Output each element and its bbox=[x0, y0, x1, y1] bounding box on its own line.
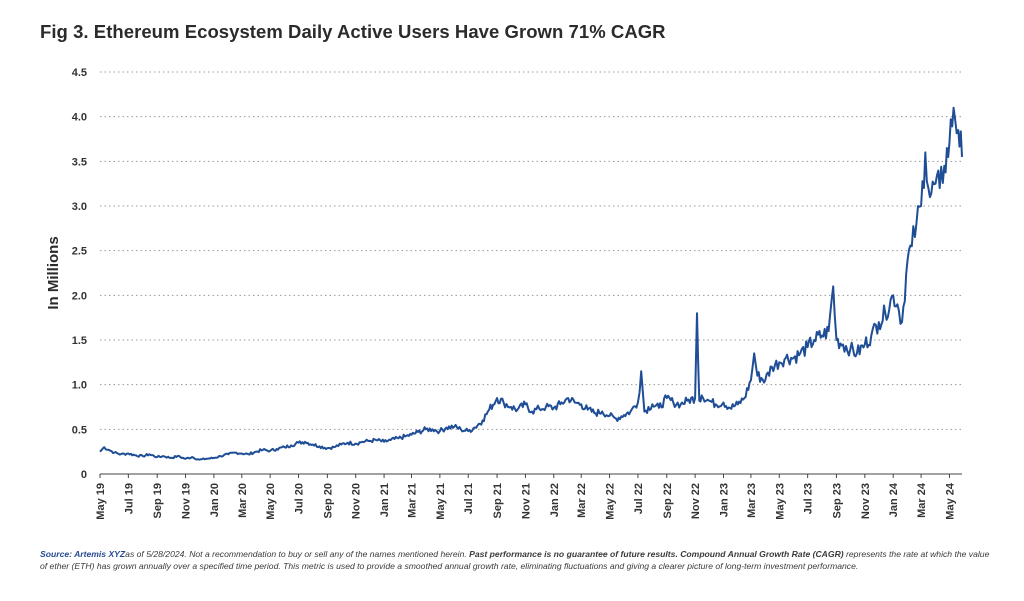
x-tick-label: Mar 22 bbox=[576, 483, 588, 518]
x-tick-label: Jul 19 bbox=[123, 483, 135, 514]
x-tick-label: May 20 bbox=[265, 483, 277, 520]
x-axis-ticks: May 19 Jul 19 Sep 19 Nov 19 Jan 20 Mar 20 May … bbox=[95, 474, 956, 520]
chart-title: Fig 3. Ethereum Ecosystem Daily Active U… bbox=[40, 21, 666, 42]
x-tick-label: Jul 23 bbox=[803, 483, 815, 514]
footnote: Source: Artemis XYZas of 5/28/2024. Not … bbox=[40, 549, 990, 572]
series-line bbox=[99, 106, 963, 461]
y-tick-label: 1.0 bbox=[72, 380, 87, 392]
x-tick-label: Jan 24 bbox=[888, 482, 900, 517]
footnote-disclaimer: Past performance is no guarantee of futu… bbox=[469, 549, 844, 559]
x-tick-label: Jan 22 bbox=[549, 483, 561, 517]
grid-lines bbox=[100, 71, 962, 430]
x-tick-label: Nov 22 bbox=[690, 483, 702, 519]
y-tick-label: 4.0 bbox=[72, 112, 87, 124]
y-tick-label: 1.5 bbox=[72, 335, 87, 347]
x-tick-label: Jan 23 bbox=[718, 483, 730, 517]
x-tick-label: Sep 22 bbox=[662, 483, 674, 518]
x-tick-label: Jul 20 bbox=[294, 483, 306, 514]
x-tick-label: Sep 19 bbox=[152, 483, 164, 518]
footnote-source: Source: Artemis XYZ bbox=[40, 549, 126, 559]
x-tick-label: Nov 21 bbox=[520, 483, 532, 519]
x-tick-label: Sep 21 bbox=[492, 483, 504, 518]
y-tick-label: 0 bbox=[81, 469, 87, 481]
y-tick-label: 0.5 bbox=[72, 424, 87, 436]
x-tick-label: May 22 bbox=[605, 483, 617, 520]
footnote-description: represents the rate at which the value o… bbox=[40, 549, 990, 571]
x-tick-label: Jul 22 bbox=[633, 483, 645, 514]
y-tick-label: 2.5 bbox=[72, 246, 87, 258]
x-tick-label: Nov 20 bbox=[351, 483, 363, 519]
x-tick-label: Mar 21 bbox=[407, 483, 419, 518]
line-chart: 0 0.5 1.0 1.5 2.0 2.5 3.0 3.5 4.0 4.5 May 19 Jul 1… bbox=[45, 67, 963, 520]
x-tick-label: Nov 23 bbox=[860, 483, 872, 519]
x-tick-label: May 19 bbox=[95, 483, 107, 520]
y-axis-label: In Millions bbox=[45, 236, 62, 309]
x-tick-label: Mar 24 bbox=[916, 482, 928, 518]
y-tick-label: 4.5 bbox=[72, 67, 87, 79]
x-tick-label: Sep 23 bbox=[831, 483, 843, 518]
y-axis-ticks: 0 0.5 1.0 1.5 2.0 2.5 3.0 3.5 4.0 4.5 bbox=[72, 67, 87, 481]
x-tick-label: May 24 bbox=[944, 482, 956, 520]
x-tick-label: Jan 21 bbox=[379, 483, 391, 517]
x-tick-label: Nov 19 bbox=[181, 483, 193, 519]
x-tick-label: May 23 bbox=[774, 483, 786, 520]
x-tick-label: Jul 21 bbox=[463, 483, 475, 514]
y-tick-label: 2.0 bbox=[72, 290, 87, 302]
x-tick-label: Jan 20 bbox=[209, 483, 221, 517]
footnote-as-of: as of 5/28/2024. Not a recommendation to… bbox=[125, 549, 467, 559]
x-tick-label: Mar 23 bbox=[746, 483, 758, 518]
y-tick-label: 3.0 bbox=[72, 201, 87, 213]
x-tick-label: May 21 bbox=[435, 483, 447, 520]
x-tick-label: Sep 20 bbox=[322, 483, 334, 518]
y-tick-label: 3.5 bbox=[72, 156, 87, 168]
x-tick-label: Mar 20 bbox=[237, 483, 249, 518]
